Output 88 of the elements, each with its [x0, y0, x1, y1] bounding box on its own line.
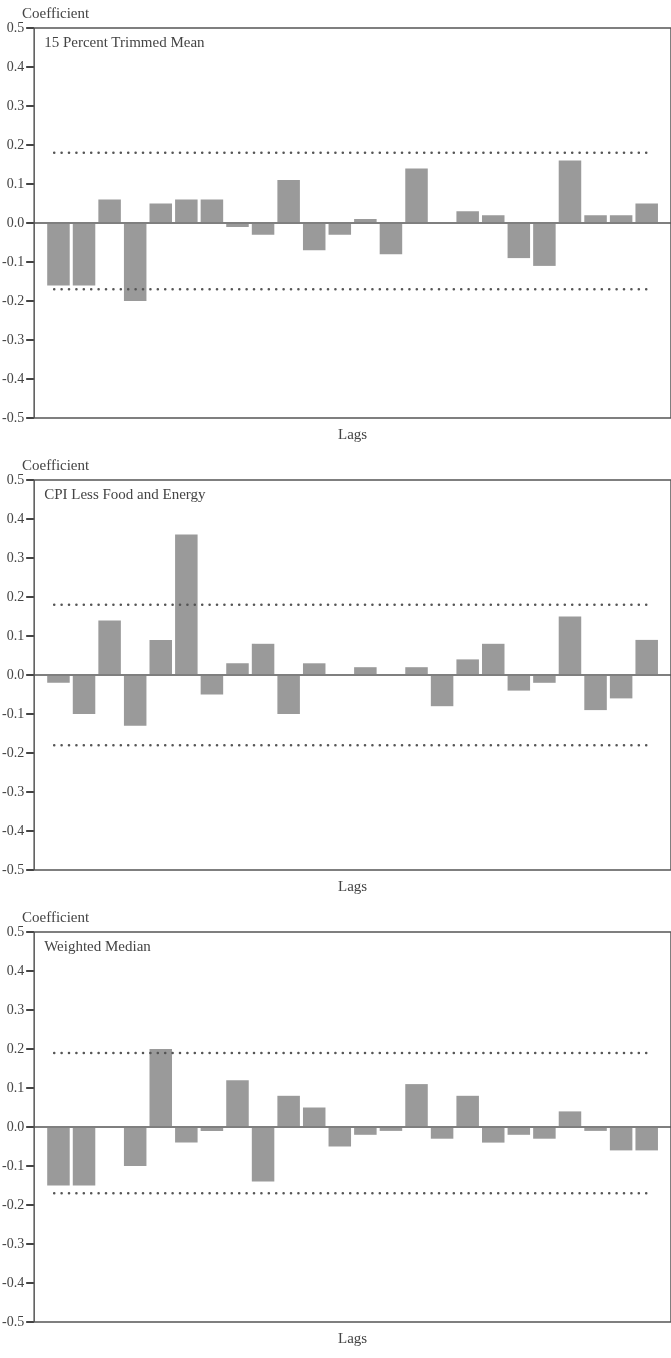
bar — [149, 1049, 173, 1126]
bar — [175, 1128, 198, 1143]
x-axis-title: Lags — [338, 1329, 368, 1346]
y-tick-label: 0.3 — [6, 1001, 25, 1017]
y-tick-label: 0.3 — [6, 97, 25, 113]
x-axis-title: Lags — [338, 877, 368, 894]
bar — [507, 224, 531, 259]
bar — [226, 224, 249, 227]
y-tick-label: 0.1 — [6, 627, 25, 643]
bar — [354, 1128, 377, 1135]
y-tick-label: -0.4 — [1, 822, 25, 838]
bar — [302, 1107, 326, 1126]
bar — [72, 224, 96, 286]
y-tick-label: -0.1 — [1, 253, 25, 269]
y-tick-label: 0.0 — [6, 1118, 25, 1134]
bar — [609, 215, 633, 222]
y-tick-label: 0.4 — [6, 510, 25, 526]
bar — [354, 219, 377, 222]
chart-title: CPI Less Food and Energy — [44, 486, 207, 503]
bar — [123, 224, 147, 301]
bar — [635, 1128, 658, 1151]
y-tick-label: -0.1 — [1, 1157, 25, 1173]
bar — [277, 180, 300, 222]
chart-title: Weighted Median — [44, 938, 152, 955]
bar — [379, 1128, 403, 1131]
bar — [98, 199, 121, 222]
y-tick-label: 0.5 — [6, 471, 25, 487]
y-tick-label: 0.0 — [6, 214, 25, 230]
y-tick-label: -0.5 — [1, 861, 25, 877]
y-tick-label: -0.3 — [1, 331, 25, 347]
bar — [251, 1128, 275, 1182]
y-tick-label: 0.1 — [6, 1079, 25, 1095]
y-tick-label: 0.2 — [6, 1040, 25, 1056]
y-tick-label: 0.4 — [6, 962, 25, 978]
y-tick-label: -0.5 — [1, 409, 25, 425]
bar — [149, 203, 173, 222]
y-tick-label: 0.3 — [6, 549, 25, 565]
bar — [328, 224, 352, 235]
y-tick-label: -0.1 — [1, 705, 25, 721]
bar — [507, 1128, 531, 1135]
bar — [456, 211, 479, 222]
bar — [456, 1095, 479, 1126]
bar — [251, 224, 275, 235]
bar — [72, 1128, 96, 1186]
y-axis-title: Coefficient — [22, 909, 91, 926]
y-tick-label: -0.4 — [1, 1274, 25, 1290]
bar — [558, 1111, 582, 1126]
bar — [609, 1128, 633, 1151]
bar — [277, 1095, 300, 1126]
bar — [123, 1128, 147, 1166]
bar — [584, 215, 607, 222]
y-tick-label: 0.2 — [6, 136, 25, 152]
y-tick-label: -0.5 — [1, 1313, 25, 1329]
bar — [405, 168, 428, 222]
chart-title: 15 Percent Trimmed Mean — [44, 34, 206, 51]
bar — [430, 1128, 454, 1139]
bar — [533, 1128, 556, 1139]
y-tick-label: -0.3 — [1, 783, 25, 799]
bar — [533, 224, 556, 266]
y-tick-label: -0.4 — [1, 370, 25, 386]
y-tick-label: 0.2 — [6, 588, 25, 604]
y-tick-label: 0.0 — [6, 666, 25, 682]
bar — [584, 1128, 607, 1131]
y-tick-label: -0.2 — [1, 744, 25, 760]
bar — [635, 203, 658, 222]
y-tick-label: 0.5 — [6, 19, 25, 35]
y-tick-label: -0.2 — [1, 292, 25, 308]
bar — [47, 224, 70, 286]
bar — [302, 224, 326, 251]
bar — [405, 1084, 428, 1126]
y-axis-title: Coefficient — [22, 457, 91, 474]
bar — [200, 1128, 224, 1131]
bar — [482, 1128, 505, 1143]
y-tick-label: -0.3 — [1, 1235, 25, 1251]
bar — [200, 199, 224, 222]
y-tick-label: 0.4 — [6, 58, 25, 74]
y-axis-title: Coefficient — [22, 5, 91, 22]
y-tick-label: 0.5 — [6, 923, 25, 939]
bar — [558, 160, 582, 222]
bar — [482, 215, 505, 222]
bar — [226, 1080, 249, 1126]
y-tick-label: 0.1 — [6, 175, 25, 191]
bar — [328, 1128, 352, 1147]
bar — [175, 199, 198, 222]
bar — [379, 224, 403, 255]
x-axis-title: Lags — [338, 425, 368, 442]
bar — [47, 1128, 70, 1186]
y-tick-label: -0.2 — [1, 1196, 25, 1212]
